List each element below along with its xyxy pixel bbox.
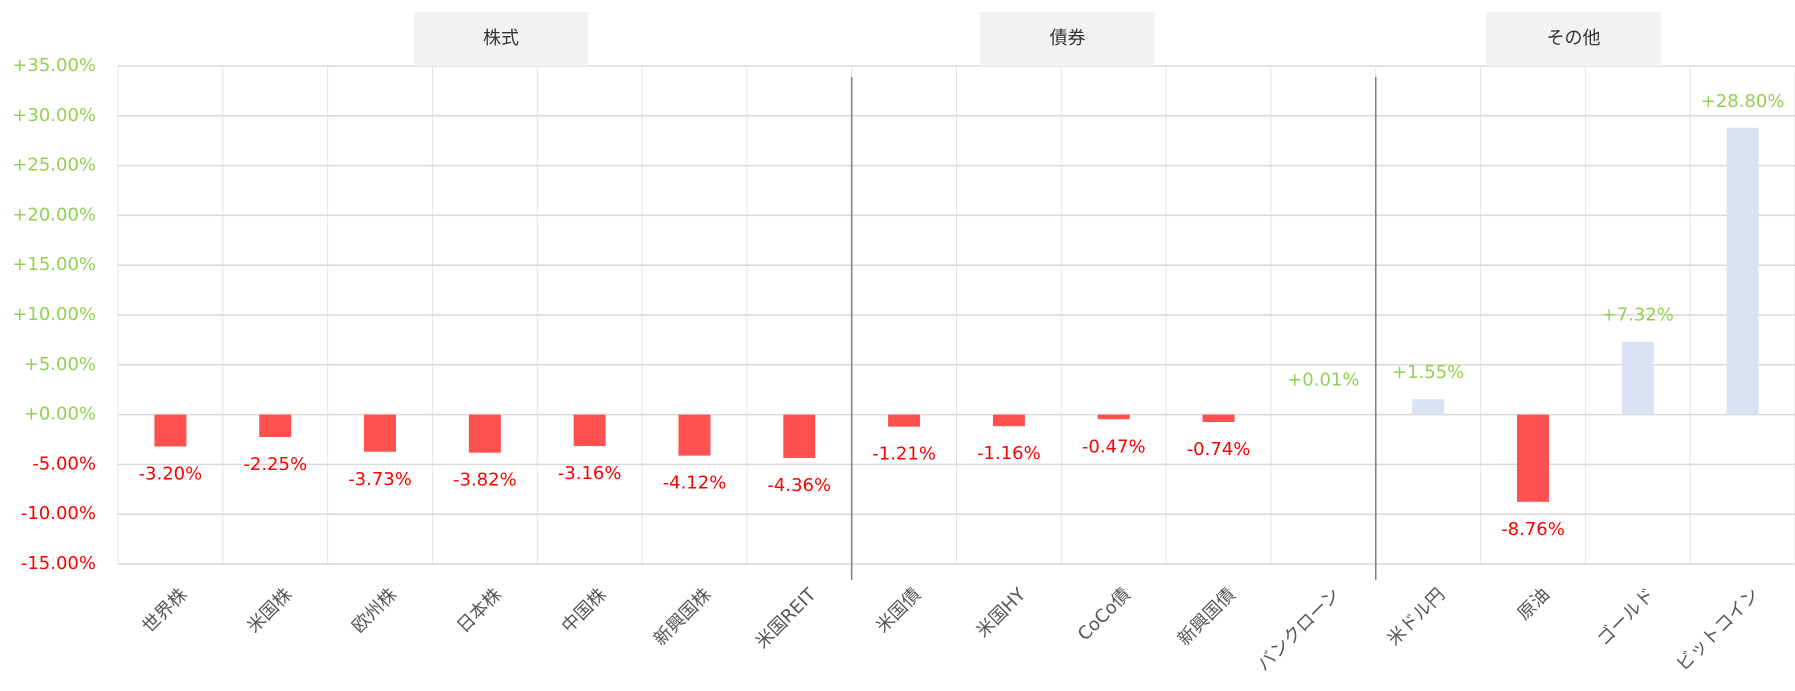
x-tick-label: 欧州株 (348, 584, 401, 637)
x-tick-label: 米国REIT (752, 584, 821, 653)
y-tick-label: +35.00% (12, 55, 96, 76)
x-tick-label: 米国株 (243, 584, 296, 637)
x-tick-label: 米国債 (872, 584, 925, 637)
group-header-box (980, 12, 1155, 66)
x-tick-label: 米国HY (972, 584, 1030, 642)
x-tick-label: ビットコイン (1672, 584, 1763, 675)
y-tick-label: +15.00% (12, 254, 96, 275)
group-header-box (1486, 12, 1661, 66)
x-tick: 原油 (1514, 584, 1554, 624)
x-tick-label: 原油 (1514, 584, 1554, 624)
x-tick: 米ドル円 (1383, 584, 1449, 650)
x-tick: 新興国株 (650, 584, 716, 650)
x-tick: CoCo債 (1074, 584, 1135, 645)
x-tick: バンクローン (1253, 584, 1344, 675)
group-header: その他 (1547, 28, 1601, 49)
bar (678, 414, 711, 456)
data-label: -1.21% (872, 444, 936, 465)
x-tick-label: 世界株 (138, 584, 191, 637)
data-label: -3.16% (558, 463, 622, 484)
bar (1621, 341, 1654, 415)
y-tick-label: +10.00% (12, 304, 96, 325)
x-tick: 欧州株 (348, 584, 401, 637)
bar (154, 414, 187, 447)
x-tick-label: 日本株 (453, 584, 506, 637)
x-tick-label: CoCo債 (1074, 584, 1135, 645)
x-tick: 米国債 (872, 584, 925, 637)
x-tick-label: ゴールド (1593, 584, 1659, 650)
y-tick-label: +0.00% (24, 404, 96, 425)
data-label: +28.80% (1701, 91, 1785, 112)
x-tick-label: 新興国債 (1174, 584, 1240, 650)
bar (573, 414, 606, 447)
x-tick: 新興国債 (1174, 584, 1240, 650)
x-tick-label: バンクローン (1253, 584, 1344, 675)
bar (1726, 127, 1759, 415)
bar (992, 414, 1025, 427)
y-tick-label: +25.00% (12, 155, 96, 176)
bar (468, 414, 501, 453)
x-tick: ゴールド (1593, 584, 1659, 650)
data-label: +7.32% (1602, 305, 1674, 326)
x-tick: 中国株 (558, 584, 611, 637)
x-tick: 米国HY (972, 584, 1030, 642)
x-tick: 世界株 (138, 584, 191, 637)
y-tick-label: -5.00% (32, 453, 96, 474)
x-tick: 米国株 (243, 584, 296, 637)
group-header-box (414, 12, 588, 66)
y-tick-label: -10.00% (21, 503, 96, 524)
y-tick-label: -15.00% (21, 553, 96, 574)
data-label: -0.74% (1187, 439, 1251, 460)
x-tick: 日本株 (453, 584, 506, 637)
data-label: -8.76% (1501, 519, 1565, 540)
x-tick-label: 米ドル円 (1383, 584, 1449, 650)
data-label: -0.47% (1082, 436, 1146, 457)
x-tick-label: 中国株 (558, 584, 611, 637)
y-tick-label: +5.00% (24, 354, 96, 375)
group-header: 株式 (483, 28, 519, 49)
bar (1202, 414, 1235, 422)
data-label: -1.16% (977, 443, 1041, 464)
data-label: -4.12% (663, 473, 727, 494)
data-label: -4.36% (767, 475, 831, 496)
data-label: -3.20% (139, 463, 203, 484)
data-label: +1.55% (1392, 362, 1464, 383)
y-tick-label: +30.00% (12, 105, 96, 126)
x-tick: ビットコイン (1672, 584, 1763, 675)
x-tick: 米国REIT (752, 584, 821, 653)
bar (888, 414, 921, 427)
y-tick-label: +20.00% (12, 204, 96, 225)
bar (1412, 399, 1445, 415)
bar (259, 414, 292, 438)
bar (783, 414, 816, 459)
data-label: -2.25% (243, 454, 307, 475)
data-label: -3.73% (348, 469, 412, 490)
data-label: +0.01% (1287, 370, 1359, 391)
group-header: 債券 (1050, 28, 1086, 49)
bar (1516, 414, 1549, 502)
data-label: -3.82% (453, 470, 517, 491)
bar (364, 414, 397, 452)
x-tick-label: 新興国株 (650, 584, 716, 650)
bar (1097, 414, 1130, 420)
